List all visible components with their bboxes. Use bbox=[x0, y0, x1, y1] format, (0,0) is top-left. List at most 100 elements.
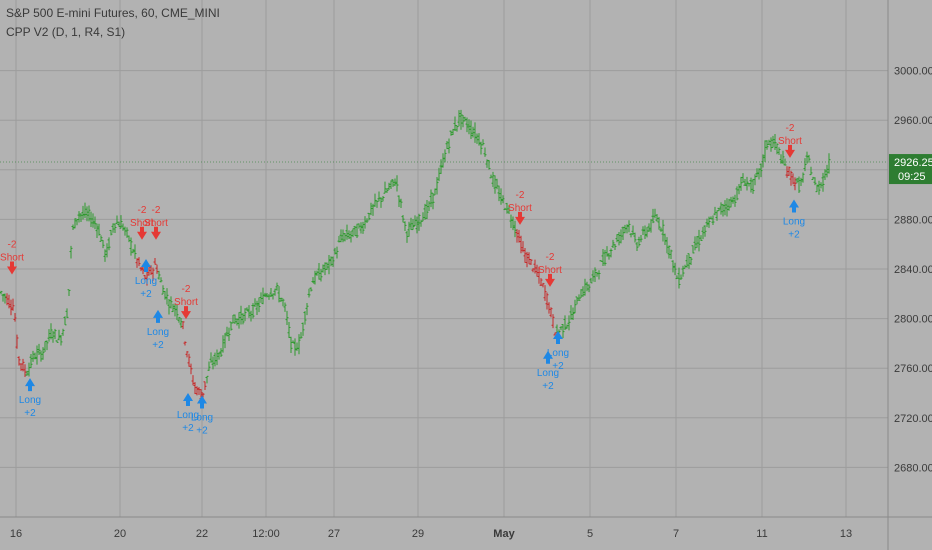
price-bar bbox=[35, 345, 39, 365]
y-tick-label: 2800.00 bbox=[894, 314, 932, 326]
x-tick-label: 5 bbox=[587, 528, 593, 540]
x-tick-label: 22 bbox=[196, 528, 208, 540]
price-bar bbox=[165, 288, 169, 305]
price-bar bbox=[151, 267, 155, 281]
price-bar bbox=[377, 191, 381, 202]
price-bar bbox=[193, 382, 197, 395]
price-bar bbox=[641, 226, 645, 236]
price-bar bbox=[321, 264, 325, 273]
price-bar bbox=[81, 205, 85, 220]
price-bar bbox=[63, 316, 67, 326]
price-bar bbox=[541, 282, 545, 288]
price-bar bbox=[73, 218, 77, 229]
short-signal-label: Short bbox=[174, 297, 198, 308]
price-bar bbox=[9, 299, 13, 316]
price-bar bbox=[137, 257, 141, 267]
price-bar bbox=[553, 332, 557, 336]
price-bar bbox=[737, 183, 741, 195]
x-tick-label: 27 bbox=[328, 528, 340, 540]
price-bar bbox=[535, 264, 539, 277]
price-bar bbox=[505, 202, 509, 214]
price-bar bbox=[287, 322, 291, 339]
price-bar bbox=[763, 140, 767, 162]
price-bar bbox=[249, 310, 253, 322]
price-bar bbox=[315, 270, 319, 276]
price-bar bbox=[309, 287, 313, 292]
grid bbox=[0, 0, 888, 517]
price-bar bbox=[695, 235, 699, 248]
price-bar bbox=[257, 297, 261, 313]
price-bar bbox=[369, 202, 373, 216]
short-signal: -2 Short bbox=[778, 123, 802, 158]
price-bar bbox=[713, 206, 717, 216]
price-bar bbox=[607, 252, 611, 260]
price-bar bbox=[459, 109, 463, 130]
price-bar bbox=[119, 215, 123, 229]
price-bar bbox=[741, 173, 745, 183]
price-bar bbox=[717, 207, 721, 212]
price-bar bbox=[163, 290, 167, 300]
price-bar bbox=[153, 257, 157, 265]
price-bar bbox=[645, 227, 649, 238]
y-tick-label: 2880.00 bbox=[894, 214, 932, 226]
price-bar bbox=[647, 223, 651, 233]
price-bar bbox=[465, 117, 469, 133]
short-arrow-icon bbox=[515, 211, 525, 225]
price-bar bbox=[759, 163, 763, 178]
price-bar bbox=[757, 168, 761, 180]
price-bar bbox=[17, 356, 21, 366]
price-bar bbox=[731, 196, 735, 204]
price-bar bbox=[331, 256, 335, 267]
price-bar bbox=[363, 216, 367, 229]
price-bar bbox=[179, 318, 183, 328]
price-bar bbox=[267, 293, 271, 300]
price-bar bbox=[739, 176, 743, 191]
price-bar bbox=[233, 314, 237, 324]
price-bar bbox=[671, 260, 675, 273]
price-bar bbox=[281, 298, 285, 307]
y-tick-label: 2960.00 bbox=[894, 115, 932, 127]
price-bar bbox=[89, 211, 93, 228]
price-bar bbox=[317, 263, 321, 280]
price-bar bbox=[579, 289, 583, 299]
short-signal-size: -2 bbox=[786, 123, 795, 134]
price-bar bbox=[353, 225, 357, 237]
price-bar bbox=[525, 251, 529, 268]
price-bar bbox=[355, 223, 359, 239]
long-signal-size: +2 bbox=[24, 408, 36, 419]
price-bar bbox=[563, 315, 567, 331]
price-bar bbox=[449, 130, 453, 136]
price-bar bbox=[601, 248, 605, 267]
short-signal-size: -2 bbox=[138, 205, 147, 216]
price-bar bbox=[127, 235, 131, 243]
price-bar bbox=[167, 299, 171, 315]
price-bar bbox=[77, 211, 81, 223]
x-tick-label: 16 bbox=[10, 528, 22, 540]
price-bar bbox=[561, 324, 565, 339]
price-bar bbox=[221, 335, 225, 353]
price-bar bbox=[743, 178, 747, 186]
price-bar bbox=[175, 304, 179, 320]
price-bar bbox=[565, 324, 569, 329]
price-bar bbox=[795, 177, 799, 184]
short-arrow-icon bbox=[7, 261, 17, 275]
price-bar bbox=[261, 287, 265, 305]
price-bar bbox=[21, 358, 25, 372]
price-bar bbox=[571, 307, 575, 321]
price-bar bbox=[79, 213, 83, 223]
price-bar bbox=[113, 223, 117, 233]
price-bar bbox=[507, 205, 511, 214]
price-bar bbox=[443, 149, 447, 163]
price-bar bbox=[105, 243, 109, 258]
price-bar bbox=[245, 307, 249, 312]
price-bar bbox=[361, 221, 365, 234]
price-bars bbox=[0, 109, 831, 400]
short-signal-label: Short bbox=[0, 252, 24, 263]
price-bar bbox=[69, 245, 73, 259]
long-arrow-icon bbox=[197, 395, 207, 409]
price-bar bbox=[285, 310, 289, 325]
price-bar bbox=[253, 298, 257, 308]
price-bar bbox=[499, 188, 503, 205]
price-bar bbox=[715, 210, 719, 221]
